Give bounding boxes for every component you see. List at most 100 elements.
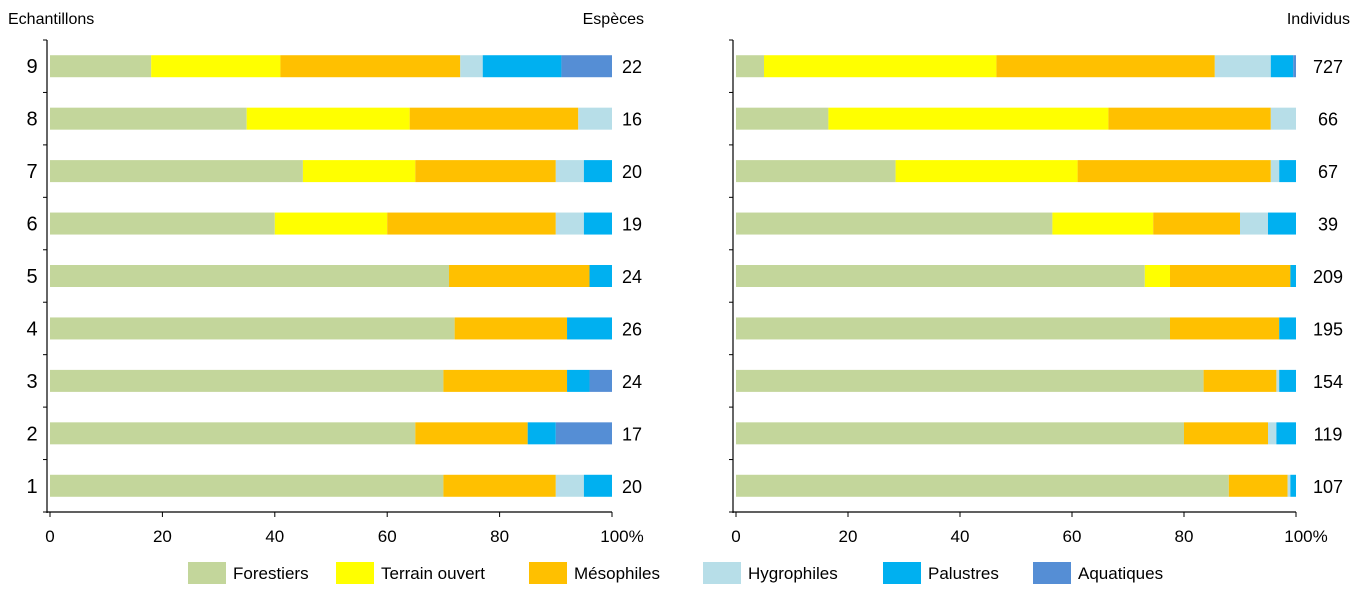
total-count-label: 39 [1318, 215, 1338, 235]
bar-segment-m-sophiles-sample-4 [454, 317, 568, 340]
bar-segment-forestiers-sample-5 [50, 265, 450, 287]
bar-segment-terrain-ouvert-sample-5 [1144, 265, 1170, 287]
legend-swatch [188, 562, 226, 584]
total-count-label: 209 [1313, 267, 1343, 287]
chart-panel-2: 0 20 40 60 80 100% 107 119 154 195 209 39 67 66 727 [729, 39, 1343, 546]
bar-segment-forestiers-sample-9 [736, 55, 764, 78]
total-count-label: 20 [622, 162, 642, 182]
bar-segment-hygrophiles-sample-6 [1240, 212, 1268, 235]
bar-segment-m-sophiles-sample-2 [415, 422, 528, 445]
x-tick-label: 0 [45, 527, 54, 546]
total-count-label: 107 [1313, 477, 1343, 497]
bar-segment-m-sophiles-sample-1 [443, 474, 556, 497]
bar-segment-hygrophiles-sample-2 [1268, 422, 1277, 445]
total-count-label: 727 [1313, 57, 1343, 77]
total-count-label: 20 [622, 477, 642, 497]
bar-segment-forestiers-sample-4 [50, 317, 455, 340]
bar-segment-forestiers-sample-6 [736, 212, 1053, 235]
bar-segment-palustres-sample-1 [1290, 474, 1296, 497]
legend-swatch [1033, 562, 1071, 584]
bar-segment-forestiers-sample-3 [50, 369, 444, 392]
bar-segment-forestiers-sample-5 [736, 265, 1145, 287]
category-label: 1 [26, 476, 37, 498]
bar-segment-forestiers-sample-1 [736, 474, 1229, 497]
total-count-label: 24 [622, 372, 642, 392]
legend-label: Terrain ouvert [381, 564, 485, 583]
bar-segment-hygrophiles-sample-7 [1270, 160, 1280, 183]
bar-segment-hygrophiles-sample-7 [555, 160, 584, 183]
bar-segment-palustres-sample-9 [482, 55, 562, 78]
bar-segment-m-sophiles-sample-9 [280, 55, 461, 78]
bar-segment-forestiers-sample-4 [736, 317, 1170, 340]
x-tick-label: 60 [1063, 527, 1082, 546]
bar-segment-aquatiques-sample-9 [1293, 55, 1296, 78]
bar-segment-hygrophiles-sample-8 [578, 107, 612, 130]
x-tick-label: 60 [378, 527, 397, 546]
bar-segment-palustres-sample-1 [583, 474, 612, 497]
bar-segment-forestiers-sample-9 [50, 55, 152, 78]
left-panel-header: Echantillons [8, 11, 94, 28]
legend-label: Mésophiles [574, 564, 660, 583]
category-label: 4 [26, 318, 37, 340]
total-count-label: 67 [1318, 162, 1338, 182]
bar-segment-m-sophiles-sample-2 [1184, 422, 1268, 445]
bar-segment-palustres-sample-3 [1279, 369, 1296, 392]
total-count-label: 119 [1314, 424, 1343, 444]
legend-swatch [336, 562, 374, 584]
bar-segment-palustres-sample-4 [567, 317, 612, 340]
bar-segment-forestiers-sample-2 [50, 422, 416, 445]
legend-label: Palustres [928, 564, 999, 583]
bar-segment-m-sophiles-sample-8 [1108, 107, 1271, 130]
legend-label: Forestiers [233, 564, 309, 583]
x-tick-label: 20 [839, 527, 858, 546]
bar-segment-palustres-sample-2 [1276, 422, 1296, 445]
x-tick-label: 0 [731, 527, 740, 546]
legend-label: Hygrophiles [748, 564, 838, 583]
bar-segment-m-sophiles-sample-9 [996, 55, 1215, 78]
legend-item-terrain-ouvert: Terrain ouvert [336, 562, 485, 584]
bar-segment-forestiers-sample-8 [50, 107, 247, 130]
bar-segment-terrain-ouvert-sample-7 [302, 160, 416, 183]
bar-segment-forestiers-sample-2 [736, 422, 1184, 445]
bar-segment-m-sophiles-sample-3 [1203, 369, 1277, 392]
bar-segment-forestiers-sample-8 [736, 107, 829, 130]
bar-segment-palustres-sample-3 [567, 369, 590, 392]
bar-segment-hygrophiles-sample-1 [1287, 474, 1291, 497]
bar-segment-palustres-sample-9 [1270, 55, 1294, 78]
category-label: 2 [26, 423, 37, 445]
total-count-label: 19 [622, 215, 642, 235]
bar-segment-palustres-sample-6 [583, 212, 612, 235]
bar-segment-palustres-sample-7 [1279, 160, 1296, 183]
bar-segment-forestiers-sample-7 [50, 160, 303, 183]
chart-panels: 0 20 40 60 80 100% 1 20 2 17 3 24 4 26 5 24 6 19 7 20 8 16 9 22… [26, 39, 1343, 546]
total-count-label: 24 [622, 267, 642, 287]
x-tick-label: 100% [600, 527, 643, 546]
x-tick-label: 20 [153, 527, 172, 546]
bar-segment-palustres-sample-2 [527, 422, 556, 445]
bar-segment-terrain-ouvert-sample-9 [764, 55, 997, 78]
bar-segment-forestiers-sample-6 [50, 212, 275, 235]
bar-segment-hygrophiles-sample-8 [1270, 107, 1296, 130]
x-tick-label: 40 [265, 527, 284, 546]
bar-segment-m-sophiles-sample-6 [1153, 212, 1240, 235]
bar-segment-m-sophiles-sample-4 [1170, 317, 1280, 340]
x-tick-label: 100% [1284, 527, 1327, 546]
bar-segment-aquatiques-sample-9 [561, 55, 612, 78]
legend-swatch [883, 562, 921, 584]
legend-item-forestiers: Forestiers [188, 562, 309, 584]
bar-segment-palustres-sample-7 [583, 160, 612, 183]
bar-segment-terrain-ouvert-sample-8 [828, 107, 1109, 130]
bar-segment-terrain-ouvert-sample-6 [274, 212, 388, 235]
chart-panel-1: 0 20 40 60 80 100% 1 20 2 17 3 24 4 26 5 24 6 19 7 20 8 16 9 22 [26, 39, 644, 546]
x-tick-label: 40 [951, 527, 970, 546]
total-count-label: 16 [622, 110, 642, 130]
legend-swatch [529, 562, 567, 584]
bar-segment-m-sophiles-sample-3 [443, 369, 568, 392]
total-count-label: 154 [1313, 372, 1343, 392]
bar-segment-m-sophiles-sample-5 [449, 265, 590, 287]
bar-segment-hygrophiles-sample-6 [555, 212, 584, 235]
total-count-label: 17 [622, 424, 642, 444]
bar-segment-forestiers-sample-1 [50, 474, 444, 497]
bar-segment-m-sophiles-sample-1 [1228, 474, 1288, 497]
bar-segment-terrain-ouvert-sample-9 [151, 55, 281, 78]
